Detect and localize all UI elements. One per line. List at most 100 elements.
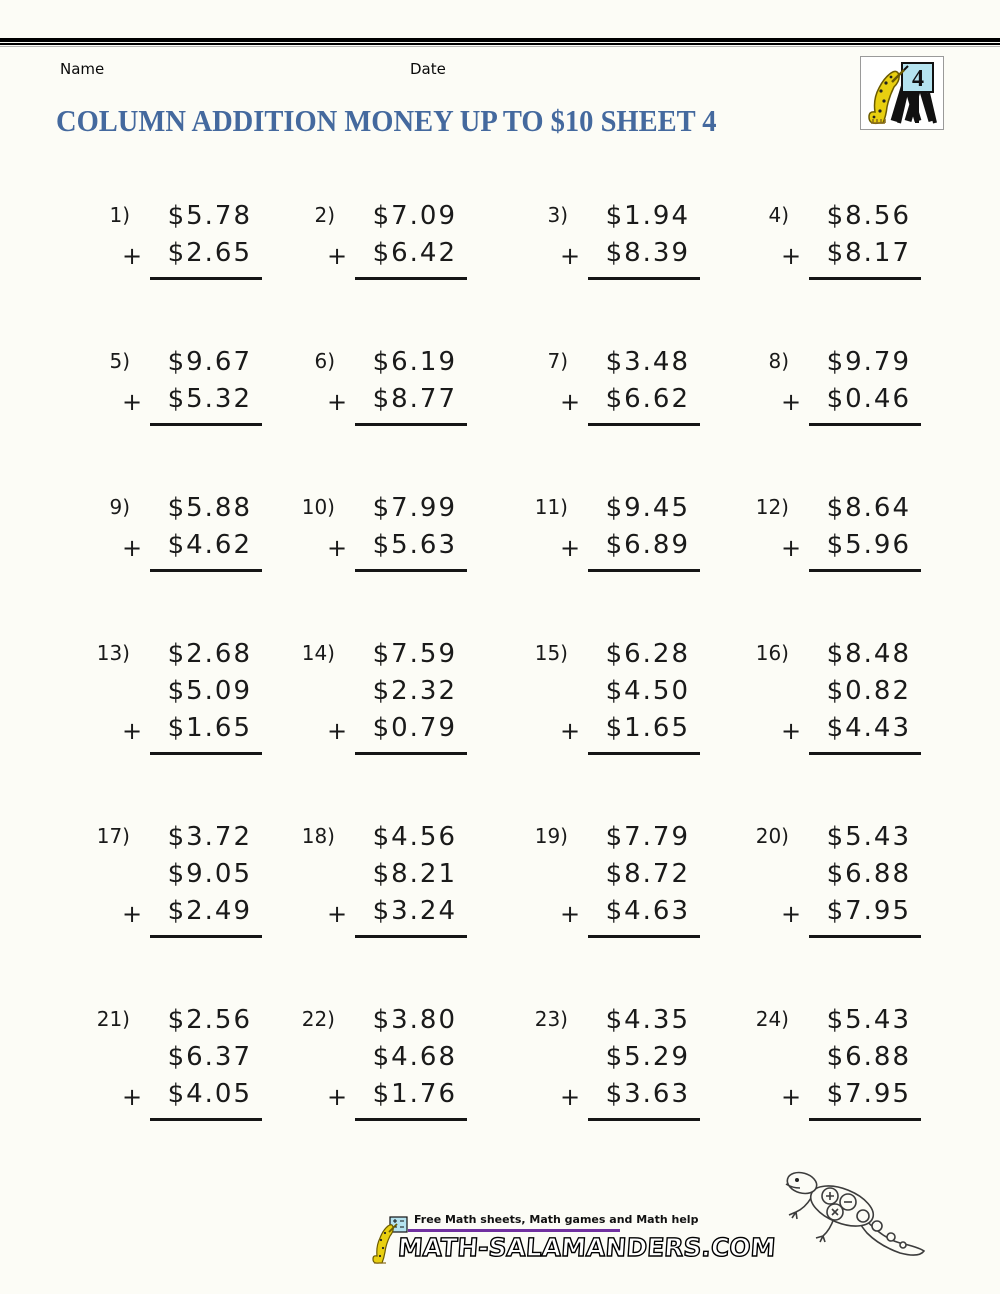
problem-body: $3.72 $9.05 + $2.49 xyxy=(122,819,262,938)
problem-number: 2) xyxy=(314,203,335,227)
addend-line-with-answer-rule: + $6.62 xyxy=(560,381,700,426)
addend-line: $7.09 xyxy=(372,201,457,231)
addition-problem: 10) $7.99 + $5.63 xyxy=(295,490,528,572)
problem-body: $7.59 $2.32 + $0.79 xyxy=(327,636,467,755)
plus-operator: + xyxy=(327,1083,348,1111)
date-label: Date xyxy=(410,60,446,78)
addend-line-with-answer-rule: + $8.17 xyxy=(781,235,921,280)
addend-line-with-answer-rule: + $8.77 xyxy=(327,381,467,426)
plus-operator: + xyxy=(327,388,348,416)
addend-line: $8.48 xyxy=(826,639,911,669)
addition-problem: 12) $8.64 + $5.96 xyxy=(749,490,954,572)
plus-operator: + xyxy=(560,900,581,928)
gecko-illustration-icon xyxy=(778,1158,928,1267)
addend-line: $8.64 xyxy=(826,493,911,523)
problem-body: $2.56 $6.37 + $4.05 xyxy=(122,1002,262,1121)
top-rule-thick xyxy=(0,38,1000,42)
addend-line: $2.32 xyxy=(372,676,457,706)
plus-operator: + xyxy=(781,534,802,562)
footer-purple-rule xyxy=(408,1229,620,1232)
addend-line-with-answer-rule: + $4.43 xyxy=(781,710,921,755)
addend-line-with-answer-rule: + $1.65 xyxy=(560,710,700,755)
addition-problem: 23) $4.35 $5.29 + $3.63 xyxy=(528,1002,749,1121)
problem-body: $9.45 + $6.89 xyxy=(560,490,700,572)
page-title: COLUMN ADDITION MONEY UP TO $10 SHEET 4 xyxy=(56,103,717,138)
addend-line: $8.21 xyxy=(372,859,457,889)
addend-line-with-answer-rule: + $5.96 xyxy=(781,527,921,572)
plus-operator: + xyxy=(560,717,581,745)
addend-line: $0.82 xyxy=(826,676,911,706)
problem-body: $9.67 + $5.32 xyxy=(122,344,262,426)
addend-line-with-answer-rule: + $7.95 xyxy=(781,1076,921,1121)
addend-line: $3.48 xyxy=(605,347,690,377)
addend-line: $4.35 xyxy=(605,1005,690,1035)
plus-operator: + xyxy=(327,900,348,928)
problem-body: $9.79 + $0.46 xyxy=(781,344,921,426)
addition-problem: 16) $8.48 $0.82 + $4.43 xyxy=(749,636,954,755)
problem-body: $6.28 $4.50 + $1.65 xyxy=(560,636,700,755)
plus-operator: + xyxy=(122,388,143,416)
problem-number: 21) xyxy=(96,1007,130,1031)
problem-number: 17) xyxy=(96,824,130,848)
problem-number: 16) xyxy=(755,641,789,665)
problem-body: $5.43 $6.88 + $7.95 xyxy=(781,1002,921,1121)
addend-line: $3.80 xyxy=(372,1005,457,1035)
problem-number: 11) xyxy=(534,495,568,519)
addend-line-with-answer-rule: + $4.63 xyxy=(560,893,700,938)
addition-problem: 1) $5.78 + $2.65 xyxy=(90,198,295,280)
plus-operator: + xyxy=(327,717,348,745)
problem-number: 20) xyxy=(755,824,789,848)
problem-number: 8) xyxy=(768,349,789,373)
addition-problem: 3) $1.94 + $8.39 xyxy=(528,198,749,280)
addend-line: $6.88 xyxy=(826,1042,911,1072)
addend-line: $4.50 xyxy=(605,676,690,706)
problem-number: 9) xyxy=(109,495,130,519)
salamander-writing-icon: 4 xyxy=(868,62,937,125)
problem-body: $5.88 + $4.62 xyxy=(122,490,262,572)
problem-number: 14) xyxy=(301,641,335,665)
plus-operator: + xyxy=(122,900,143,928)
problem-body: $6.19 + $8.77 xyxy=(327,344,467,426)
plus-operator: + xyxy=(781,900,802,928)
addend-line: $6.19 xyxy=(372,347,457,377)
addend-line-with-answer-rule: + $3.63 xyxy=(560,1076,700,1121)
addend-line: $9.67 xyxy=(167,347,252,377)
addition-problem: 18) $4.56 $8.21 + $3.24 xyxy=(295,819,528,938)
addend-line: $6.37 xyxy=(167,1042,252,1072)
addition-problem: 2) $7.09 + $6.42 xyxy=(295,198,528,280)
problem-body: $7.09 + $6.42 xyxy=(327,198,467,280)
problem-number: 15) xyxy=(534,641,568,665)
addend-line-with-answer-rule: + $5.32 xyxy=(122,381,262,426)
addition-problem: 9) $5.88 + $4.62 xyxy=(90,490,295,572)
addend-line: $6.88 xyxy=(826,859,911,889)
addend-line: $5.09 xyxy=(167,676,252,706)
addend-line-with-answer-rule: + $1.76 xyxy=(327,1076,467,1121)
addend-line: $5.29 xyxy=(605,1042,690,1072)
plus-operator: + xyxy=(560,534,581,562)
addend-line-with-answer-rule: + $5.63 xyxy=(327,527,467,572)
addition-problem: 17) $3.72 $9.05 + $2.49 xyxy=(90,819,295,938)
plus-operator: + xyxy=(560,1083,581,1111)
problem-number: 24) xyxy=(755,1007,789,1031)
addition-problem: 8) $9.79 + $0.46 xyxy=(749,344,954,426)
problem-body: $8.56 + $8.17 xyxy=(781,198,921,280)
addend-line-with-answer-rule: + $1.65 xyxy=(122,710,262,755)
problem-body: $4.56 $8.21 + $3.24 xyxy=(327,819,467,938)
footer-brand: Free Math sheets, Math games and Math he… xyxy=(370,1213,777,1264)
addend-line: $5.88 xyxy=(167,493,252,523)
problem-number: 10) xyxy=(301,495,335,519)
addend-line: $2.68 xyxy=(167,639,252,669)
addition-problem: 5) $9.67 + $5.32 xyxy=(90,344,295,426)
addition-problem: 4) $8.56 + $8.17 xyxy=(749,198,954,280)
addition-problem: 14) $7.59 $2.32 + $0.79 xyxy=(295,636,528,755)
sheet-number: 4 xyxy=(912,66,924,92)
addend-line: $7.79 xyxy=(605,822,690,852)
plus-operator: + xyxy=(122,534,143,562)
problem-number: 22) xyxy=(301,1007,335,1031)
problem-number: 23) xyxy=(534,1007,568,1031)
problem-body: $8.64 + $5.96 xyxy=(781,490,921,572)
addend-line: $4.56 xyxy=(372,822,457,852)
footer-site-text: MATH-SALAMANDERS.COM xyxy=(396,1232,777,1262)
plus-operator: + xyxy=(122,1083,143,1111)
addend-line-with-answer-rule: + $2.65 xyxy=(122,235,262,280)
